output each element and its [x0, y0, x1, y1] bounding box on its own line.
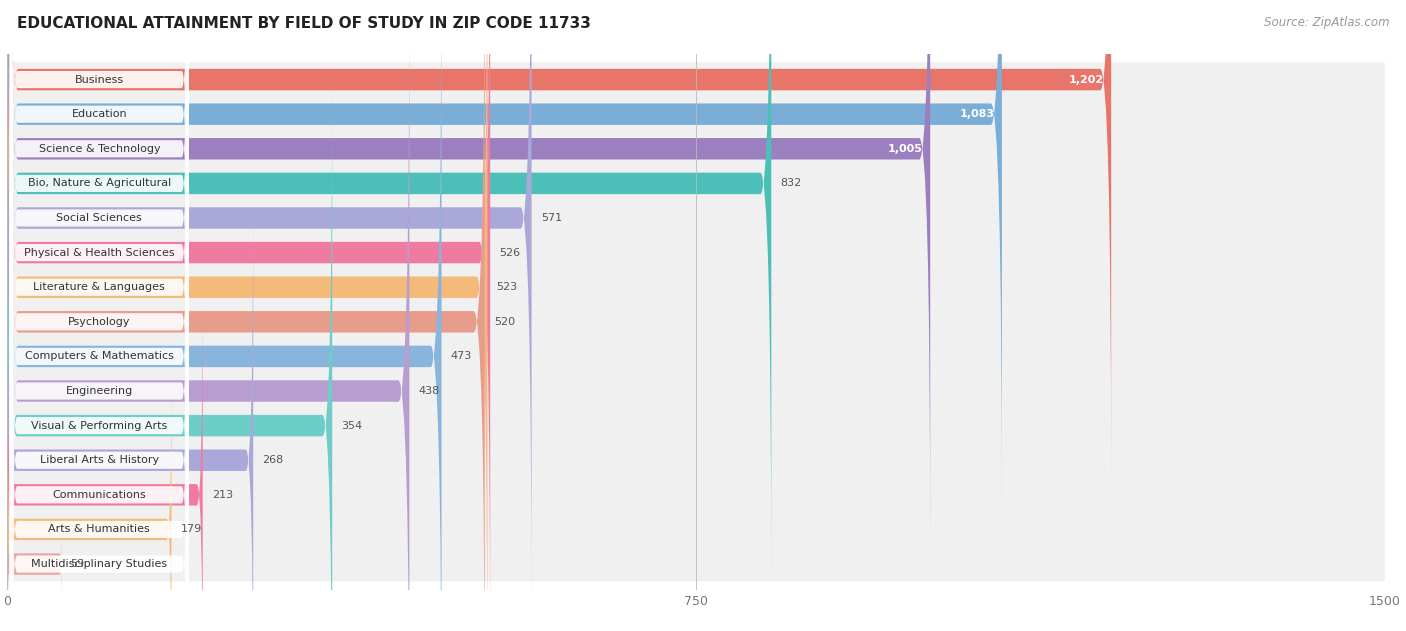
- FancyBboxPatch shape: [7, 0, 491, 631]
- FancyBboxPatch shape: [7, 0, 772, 588]
- FancyBboxPatch shape: [7, 408, 1385, 443]
- FancyBboxPatch shape: [7, 355, 172, 631]
- FancyBboxPatch shape: [7, 192, 253, 631]
- FancyBboxPatch shape: [7, 0, 1111, 484]
- FancyBboxPatch shape: [7, 285, 202, 631]
- Text: Visual & Performing Arts: Visual & Performing Arts: [31, 421, 167, 430]
- FancyBboxPatch shape: [7, 235, 1385, 270]
- FancyBboxPatch shape: [10, 157, 188, 631]
- Text: EDUCATIONAL ATTAINMENT BY FIELD OF STUDY IN ZIP CODE 11733: EDUCATIONAL ATTAINMENT BY FIELD OF STUDY…: [17, 16, 591, 31]
- FancyBboxPatch shape: [7, 305, 1385, 339]
- FancyBboxPatch shape: [10, 0, 188, 382]
- FancyBboxPatch shape: [7, 0, 1002, 519]
- Text: 213: 213: [212, 490, 233, 500]
- FancyBboxPatch shape: [7, 201, 1385, 235]
- Text: 354: 354: [342, 421, 363, 430]
- Text: Education: Education: [72, 109, 127, 119]
- FancyBboxPatch shape: [7, 478, 1385, 512]
- Text: Psychology: Psychology: [67, 317, 131, 327]
- Text: 473: 473: [451, 351, 472, 362]
- FancyBboxPatch shape: [10, 0, 188, 417]
- FancyBboxPatch shape: [10, 0, 188, 487]
- FancyBboxPatch shape: [7, 97, 1385, 131]
- FancyBboxPatch shape: [10, 54, 188, 590]
- Text: Business: Business: [75, 74, 124, 85]
- FancyBboxPatch shape: [10, 0, 188, 452]
- FancyBboxPatch shape: [10, 0, 188, 348]
- Text: 438: 438: [419, 386, 440, 396]
- Text: Engineering: Engineering: [66, 386, 134, 396]
- FancyBboxPatch shape: [7, 0, 531, 623]
- FancyBboxPatch shape: [10, 88, 188, 625]
- Text: 523: 523: [496, 282, 517, 292]
- FancyBboxPatch shape: [10, 19, 188, 555]
- Text: Literature & Languages: Literature & Languages: [34, 282, 166, 292]
- FancyBboxPatch shape: [7, 514, 62, 615]
- FancyBboxPatch shape: [7, 131, 1385, 166]
- Text: Multidisciplinary Studies: Multidisciplinary Studies: [31, 559, 167, 569]
- FancyBboxPatch shape: [10, 192, 188, 631]
- Text: 1,005: 1,005: [889, 144, 922, 154]
- FancyBboxPatch shape: [7, 0, 488, 631]
- FancyBboxPatch shape: [7, 0, 441, 631]
- Text: 1,202: 1,202: [1069, 74, 1104, 85]
- FancyBboxPatch shape: [7, 339, 1385, 374]
- Text: Bio, Nature & Agricultural: Bio, Nature & Agricultural: [28, 179, 172, 189]
- FancyBboxPatch shape: [7, 166, 1385, 201]
- FancyBboxPatch shape: [10, 261, 188, 631]
- FancyBboxPatch shape: [7, 0, 931, 553]
- FancyBboxPatch shape: [10, 296, 188, 631]
- Text: 179: 179: [180, 524, 202, 534]
- FancyBboxPatch shape: [7, 546, 1385, 581]
- FancyBboxPatch shape: [7, 0, 409, 631]
- Text: 59: 59: [70, 559, 84, 569]
- Text: Liberal Arts & History: Liberal Arts & History: [39, 455, 159, 465]
- FancyBboxPatch shape: [10, 0, 188, 521]
- Text: Physical & Health Sciences: Physical & Health Sciences: [24, 247, 174, 257]
- FancyBboxPatch shape: [10, 123, 188, 631]
- FancyBboxPatch shape: [7, 443, 1385, 478]
- Text: Source: ZipAtlas.com: Source: ZipAtlas.com: [1264, 16, 1389, 29]
- Text: Science & Technology: Science & Technology: [38, 144, 160, 154]
- Text: 526: 526: [499, 247, 520, 257]
- FancyBboxPatch shape: [7, 62, 1385, 97]
- FancyBboxPatch shape: [10, 227, 188, 631]
- Text: Communications: Communications: [52, 490, 146, 500]
- Text: 1,083: 1,083: [959, 109, 994, 119]
- Text: 571: 571: [541, 213, 562, 223]
- FancyBboxPatch shape: [7, 512, 1385, 546]
- FancyBboxPatch shape: [7, 270, 1385, 305]
- FancyBboxPatch shape: [7, 69, 332, 631]
- Text: 520: 520: [494, 317, 515, 327]
- Text: 268: 268: [263, 455, 284, 465]
- Text: Social Sciences: Social Sciences: [56, 213, 142, 223]
- Text: Arts & Humanities: Arts & Humanities: [48, 524, 150, 534]
- FancyBboxPatch shape: [7, 0, 485, 631]
- Text: 832: 832: [780, 179, 801, 189]
- Text: Computers & Mathematics: Computers & Mathematics: [25, 351, 174, 362]
- FancyBboxPatch shape: [7, 374, 1385, 408]
